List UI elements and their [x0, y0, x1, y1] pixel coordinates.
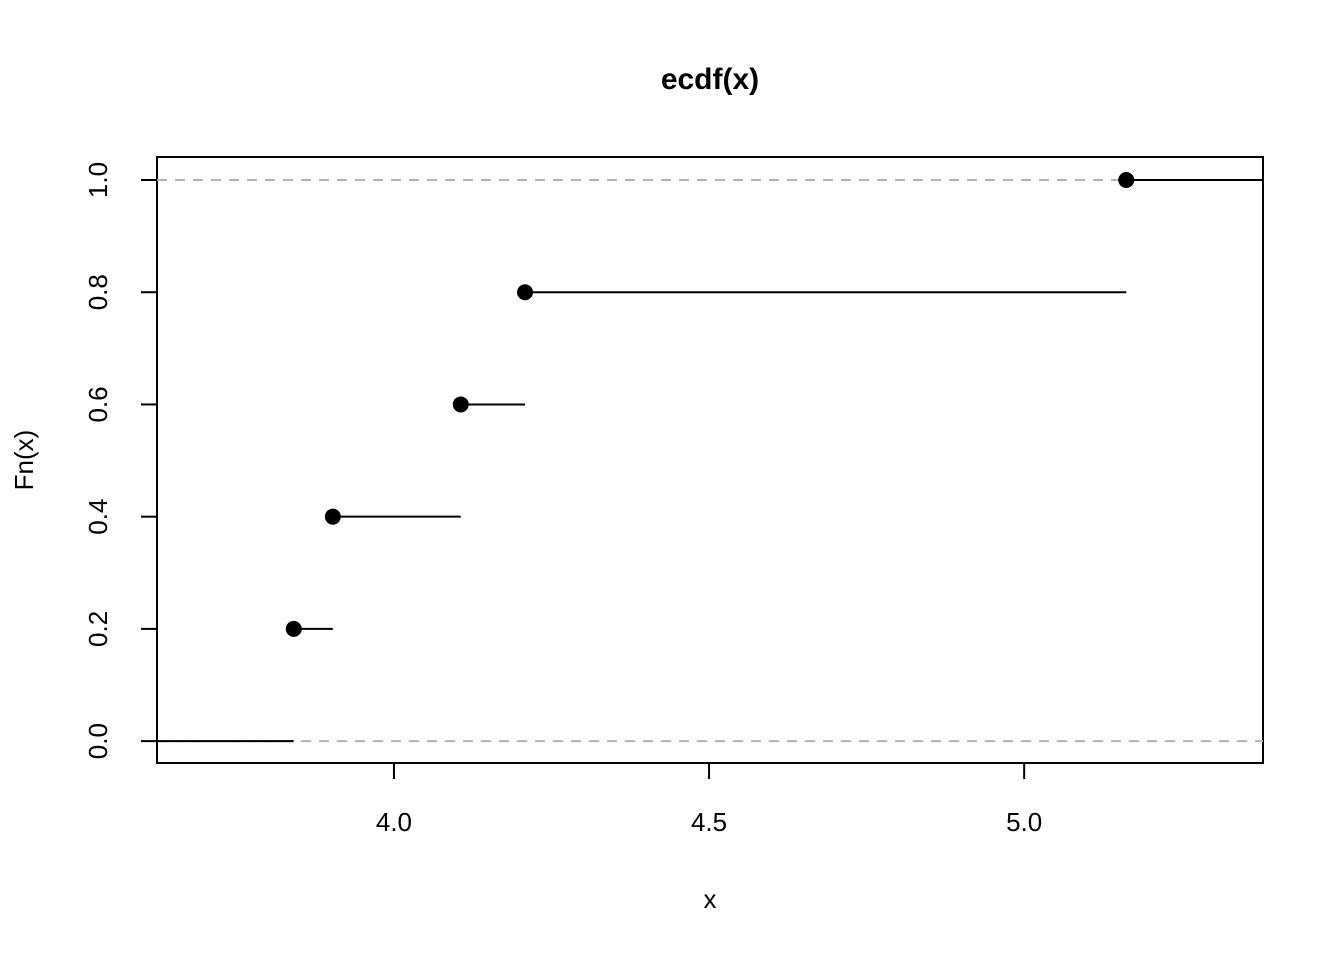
x-axis-label: x — [704, 884, 717, 914]
x-tick-label: 4.0 — [376, 807, 412, 837]
step-point — [324, 508, 341, 525]
step-point — [517, 284, 534, 301]
plot-frame — [156, 156, 1264, 764]
step-point — [1118, 172, 1135, 189]
y-tick-label: 0.0 — [83, 723, 113, 759]
x-tick-label: 5.0 — [1006, 807, 1042, 837]
chart-title: ecdf(x) — [661, 63, 759, 96]
y-tick-label: 1.0 — [83, 162, 113, 198]
y-axis-label: Fn(x) — [9, 430, 39, 491]
y-tick-label: 0.2 — [83, 611, 113, 647]
step-point — [285, 620, 302, 637]
x-tick-label: 4.5 — [691, 807, 727, 837]
y-tick-label: 0.6 — [83, 386, 113, 422]
step-point — [452, 396, 469, 413]
y-tick-label: 0.8 — [83, 274, 113, 310]
y-tick-label: 0.4 — [83, 499, 113, 535]
